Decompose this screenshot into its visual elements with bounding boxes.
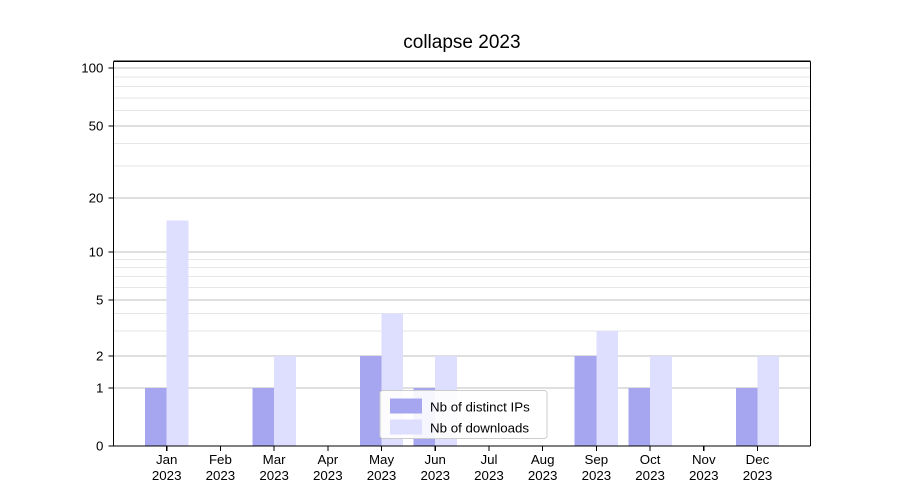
- svg-text:20: 20: [89, 191, 104, 206]
- svg-text:2023: 2023: [528, 468, 558, 483]
- svg-text:2023: 2023: [367, 468, 397, 483]
- svg-text:May: May: [369, 452, 394, 467]
- svg-text:10: 10: [89, 245, 104, 260]
- svg-text:2023: 2023: [474, 468, 504, 483]
- svg-text:Nb of distinct IPs: Nb of distinct IPs: [430, 400, 530, 415]
- svg-text:2: 2: [96, 349, 103, 364]
- svg-text:2023: 2023: [259, 468, 289, 483]
- svg-text:2023: 2023: [582, 468, 612, 483]
- svg-text:Jul: Jul: [480, 452, 497, 467]
- svg-text:Jan: Jan: [156, 452, 177, 467]
- svg-text:2023: 2023: [420, 468, 450, 483]
- svg-text:50: 50: [89, 119, 104, 134]
- svg-text:Dec: Dec: [746, 452, 770, 467]
- svg-text:2023: 2023: [152, 468, 182, 483]
- svg-text:Nb of downloads: Nb of downloads: [430, 421, 529, 436]
- svg-text:Aug: Aug: [531, 452, 555, 467]
- svg-text:Apr: Apr: [317, 452, 338, 467]
- svg-text:100: 100: [81, 61, 103, 76]
- svg-text:Mar: Mar: [263, 452, 286, 467]
- svg-text:Nov: Nov: [692, 452, 716, 467]
- svg-text:Sep: Sep: [585, 452, 609, 467]
- svg-text:Feb: Feb: [209, 452, 232, 467]
- svg-text:Oct: Oct: [640, 452, 661, 467]
- svg-text:1: 1: [96, 381, 103, 396]
- svg-text:2023: 2023: [635, 468, 665, 483]
- svg-text:collapse 2023: collapse 2023: [403, 32, 520, 53]
- svg-text:2023: 2023: [206, 468, 236, 483]
- svg-text:Jun: Jun: [425, 452, 446, 467]
- svg-text:5: 5: [96, 293, 103, 308]
- svg-text:2023: 2023: [313, 468, 343, 483]
- svg-text:0: 0: [96, 439, 103, 454]
- svg-text:2023: 2023: [743, 468, 773, 483]
- svg-text:2023: 2023: [689, 468, 719, 483]
